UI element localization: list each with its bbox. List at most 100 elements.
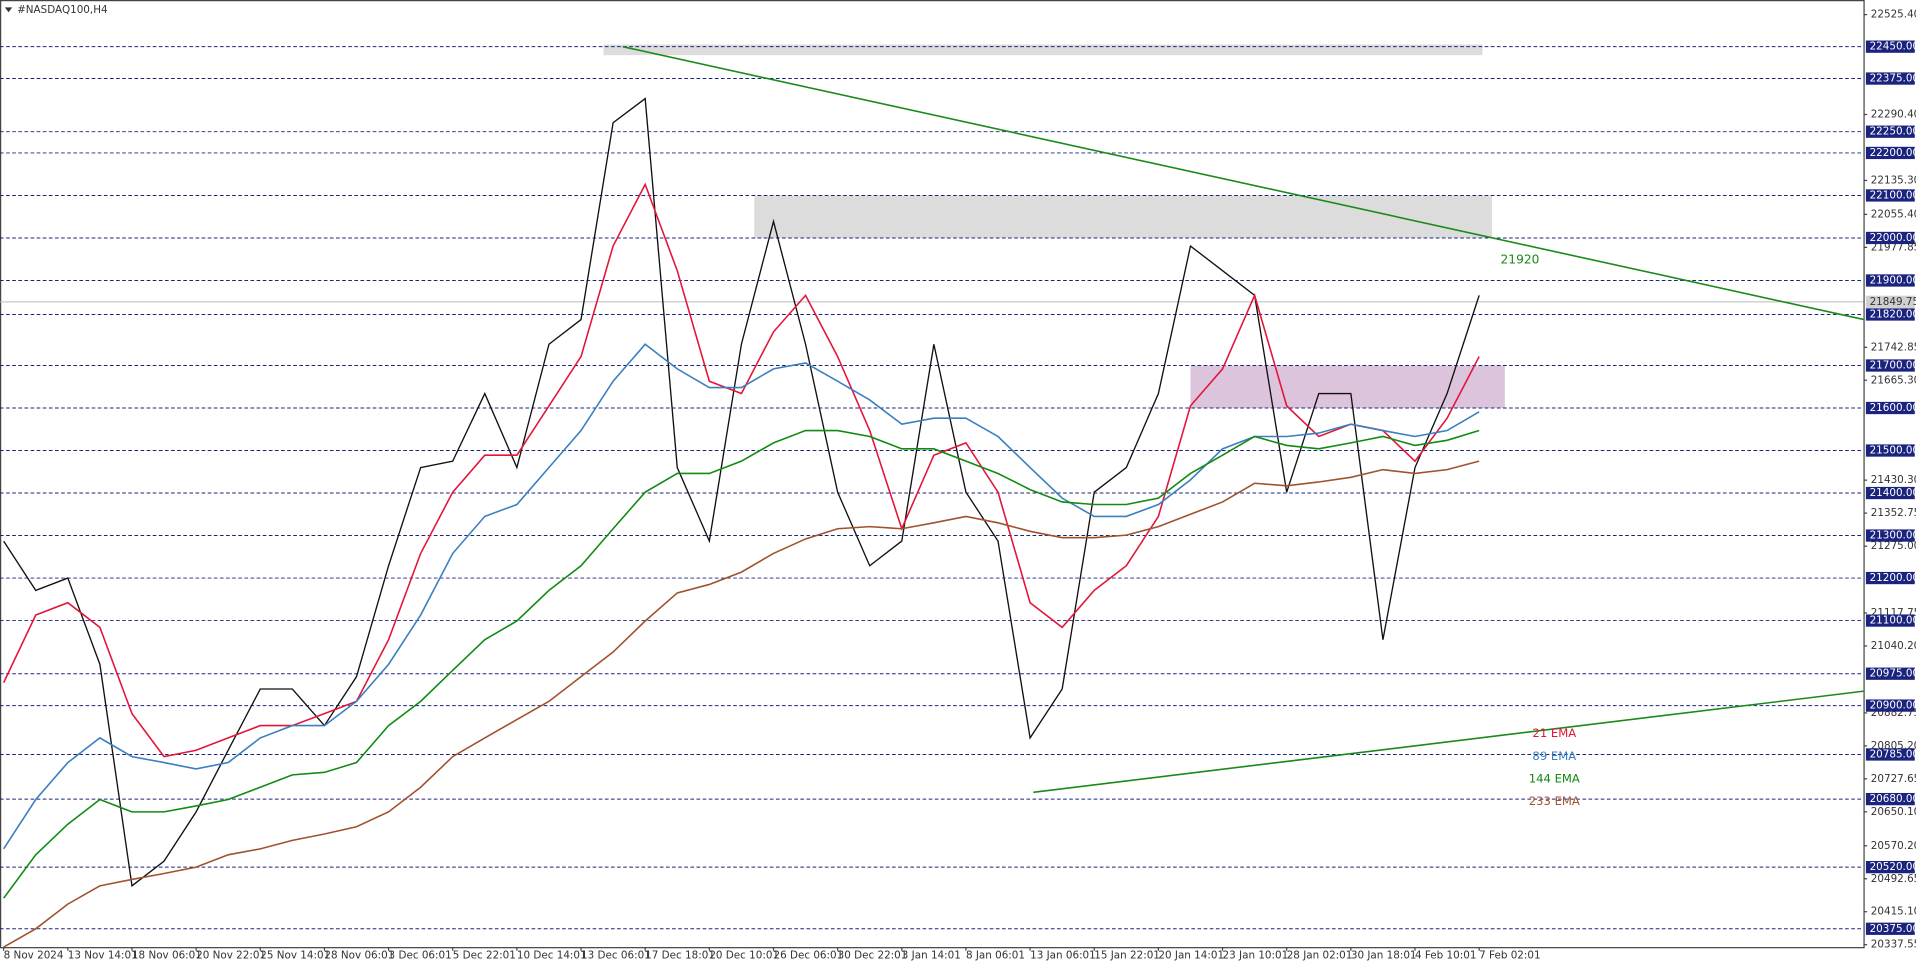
level-label-box (1865, 231, 1915, 245)
level-label: 22450.00 (1870, 41, 1916, 53)
level-label-box (1865, 860, 1915, 874)
x-tick-label: 30 Dec 22:01 (838, 950, 908, 962)
x-tick-label: 20 Jan 14:01 (1158, 950, 1224, 962)
level-label: 20680.00 (1870, 793, 1916, 805)
trendline (622, 45, 1865, 321)
level-label: 21700.00 (1870, 359, 1916, 371)
level-label-box (1865, 146, 1915, 160)
zone (754, 195, 1492, 238)
x-tick-label: 20 Dec 10:01 (709, 950, 779, 962)
level-label-box (1865, 189, 1915, 202)
legend-entry: 144 EMA (1529, 771, 1580, 785)
level-label: 21400.00 (1870, 487, 1916, 499)
level-label: 22100.00 (1870, 189, 1916, 201)
x-tick-label: 20 Nov 22:01 (196, 950, 266, 962)
level-label: 20975.00 (1870, 668, 1916, 680)
x-tick-label: 7 Feb 02:01 (1479, 950, 1540, 962)
level-label-box (1865, 274, 1915, 287)
level-label: 20900.00 (1870, 700, 1916, 712)
y-tick-label: 21275.00 (1871, 540, 1916, 552)
y-tick-label: 21977.85 (1871, 241, 1916, 253)
ema-line (3, 460, 1480, 948)
y-tick-label: 21742.85 (1871, 341, 1916, 353)
y-tick-label: 21430.30 (1871, 474, 1916, 486)
level-label: 20520.00 (1870, 861, 1916, 873)
x-tick-label: 17 Dec 18:01 (645, 950, 715, 962)
zone (1190, 365, 1505, 409)
plot-frame (0, 0, 1865, 949)
ema-line (2, 182, 1480, 758)
title-icon (4, 7, 13, 13)
level-label: 22250.00 (1870, 126, 1916, 138)
level-label: 22000.00 (1870, 232, 1916, 244)
y-tick-label: 21040.20 (1871, 640, 1916, 652)
x-tick-label: 13 Dec 06:01 (581, 950, 651, 962)
y-tick-label: 20727.65 (1871, 773, 1916, 785)
level-label: 21900.00 (1870, 274, 1916, 286)
y-tick-label: 20492.65 (1871, 873, 1916, 885)
level-label-box (1865, 614, 1915, 627)
x-tick-label: 26 Dec 06:01 (773, 950, 843, 962)
level-label: 22200.00 (1870, 147, 1916, 159)
current-price-box (1865, 295, 1915, 308)
level-label-box (1865, 40, 1915, 53)
x-tick-label: 8 Nov 2024 (4, 950, 64, 962)
level-label-box (1865, 922, 1915, 935)
level-label: 22375.00 (1870, 73, 1916, 85)
level-label-box (1865, 308, 1915, 321)
x-tick-label: 28 Jan 02:01 (1287, 950, 1353, 962)
price-line (3, 97, 1480, 888)
legend-entry: 21 EMA (1532, 726, 1576, 740)
level-label-box (1865, 792, 1915, 806)
level-label-box (1865, 529, 1915, 542)
y-tick-label: 22290.40 (1871, 109, 1916, 121)
legend-entry: 233 EMA (1529, 794, 1580, 808)
current-price-label: 21849.75 (1870, 296, 1916, 308)
y-tick-label: 21665.30 (1871, 374, 1916, 386)
x-tick-label: 23 Jan 10:01 (1223, 950, 1289, 962)
level-label: 20785.00 (1870, 748, 1916, 760)
level-label-box (1865, 571, 1915, 585)
annotation: 21920 (1501, 253, 1540, 267)
trendline (1033, 690, 1865, 794)
level-label-box (1865, 699, 1915, 712)
x-tick-label: 28 Nov 06:01 (324, 950, 394, 962)
y-tick-label: 20650.10 (1871, 806, 1916, 818)
level-label: 21500.00 (1870, 445, 1916, 457)
level-label-box (1865, 667, 1915, 680)
level-label-box (1865, 125, 1915, 138)
level-label-box (1865, 486, 1915, 500)
x-tick-label: 15 Jan 22:01 (1094, 950, 1160, 962)
x-tick-label: 10 Dec 14:01 (517, 950, 587, 962)
y-tick-label: 22135.30 (1871, 174, 1916, 186)
x-tick-label: 18 Nov 06:01 (132, 950, 202, 962)
y-tick-label: 20570.20 (1871, 840, 1916, 852)
y-tick-label: 20337.55 (1871, 939, 1916, 951)
x-tick-label: 13 Jan 06:01 (1030, 950, 1096, 962)
y-tick-label: 21352.75 (1871, 507, 1916, 519)
x-tick-label: 4 Feb 10:01 (1415, 950, 1476, 962)
level-label: 21200.00 (1870, 572, 1916, 584)
legend-entry: 89 EMA (1532, 749, 1576, 763)
level-label-box (1865, 401, 1915, 415)
level-label-box (1865, 72, 1915, 85)
y-tick-label: 20415.10 (1871, 906, 1916, 918)
level-label: 21100.00 (1870, 615, 1916, 627)
x-tick-label: 13 Nov 14:01 (68, 950, 138, 962)
y-tick-label: 22525.40 (1871, 9, 1916, 21)
level-label-box (1865, 359, 1915, 372)
ema-line (3, 343, 1480, 850)
x-tick-label: 25 Nov 14:01 (260, 950, 330, 962)
x-tick-label: 3 Dec 06:01 (389, 950, 452, 962)
level-label: 20375.00 (1870, 923, 1916, 935)
ema-line (3, 429, 1480, 899)
level-label-box (1865, 444, 1915, 457)
level-label: 21820.00 (1870, 308, 1916, 320)
y-tick-label: 22055.40 (1871, 208, 1916, 220)
x-tick-label: 5 Dec 22:01 (453, 950, 516, 962)
chart-title: #NASDAQ100,H4 (17, 4, 108, 16)
x-tick-label: 8 Jan 06:01 (966, 950, 1025, 962)
